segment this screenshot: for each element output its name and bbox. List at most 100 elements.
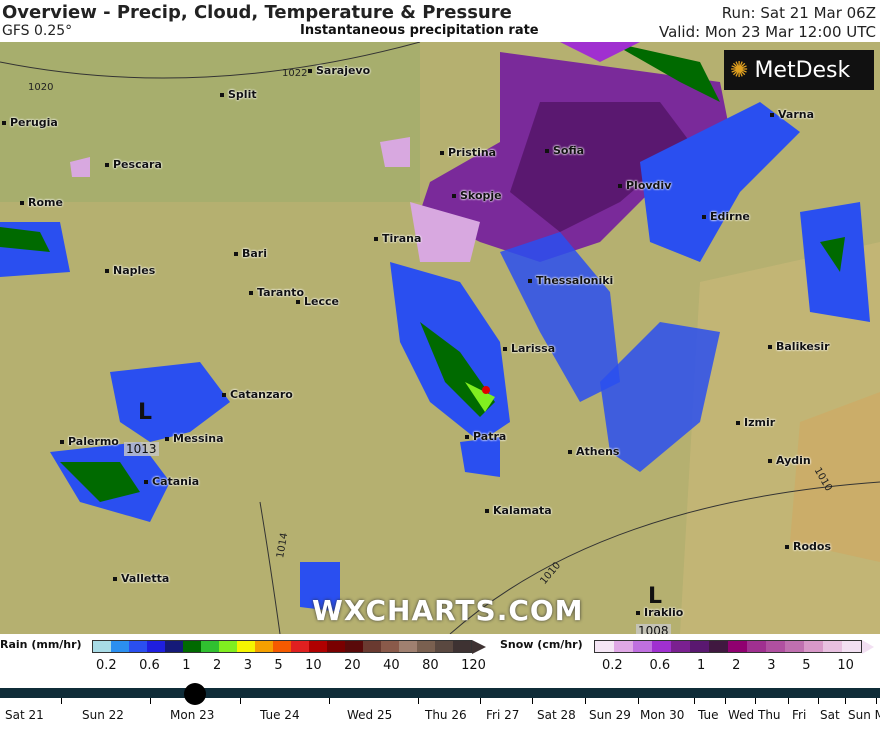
city-label: Bari	[234, 247, 267, 260]
timeline-tick	[818, 698, 819, 704]
timeline-day[interactable]: Sat 28	[537, 708, 576, 722]
valid-time: Valid: Mon 23 Mar 12:00 UTC	[658, 23, 876, 41]
timeline-tick	[240, 698, 241, 704]
colorbar-swatch	[165, 641, 183, 652]
colorbar-swatch	[709, 641, 728, 652]
page-title: Overview - Precip, Cloud, Temperature & …	[2, 2, 512, 23]
timeline-tick	[585, 698, 586, 704]
timeline-tick	[876, 698, 877, 704]
colorbar-tick: 0.6	[649, 658, 671, 673]
sunburst-icon: ✺	[730, 57, 749, 83]
low-pressure-value: 1008	[636, 624, 671, 634]
colorbar-tick: 20	[344, 658, 361, 673]
timeline-tick	[329, 698, 330, 704]
city-label: Lecce	[296, 295, 339, 308]
city-label: Messina	[165, 432, 224, 445]
city-label: Thessaloniki	[528, 274, 613, 287]
colorbar-swatch	[652, 641, 671, 652]
timeline-day[interactable]: Sun 29	[589, 708, 631, 722]
city-label: Tirana	[374, 232, 421, 245]
colorbar-swatch	[111, 641, 129, 652]
colorbar-swatch	[291, 641, 309, 652]
city-label: Izmir	[736, 416, 775, 429]
colorbar-swatch	[129, 641, 147, 652]
timeline-day[interactable]: Sun M	[848, 708, 880, 722]
colorbar-tick: 120	[461, 658, 486, 673]
timeline-day[interactable]: Tue	[698, 708, 719, 722]
timeline-day[interactable]: Fri	[792, 708, 807, 722]
colorbar-swatch	[201, 641, 219, 652]
model-name: GFS 0.25°	[2, 23, 73, 39]
colorbar-swatch	[327, 641, 345, 652]
timeline-day[interactable]: Fri 27	[486, 708, 520, 722]
timeline-day[interactable]: Wed 25	[347, 708, 393, 722]
colorbar-tick: 0.2	[96, 658, 117, 673]
colorbar-swatch	[147, 641, 165, 652]
city-label: Pristina	[440, 146, 496, 159]
colorbar-swatch	[614, 641, 633, 652]
rain-ticks: 0.2 0.6 1 2 3 5 10 20 40 80 120	[96, 658, 486, 673]
city-label: Aydin	[768, 454, 811, 467]
colorbar-swatch	[417, 641, 435, 652]
colorbar-swatch	[804, 641, 823, 652]
city-label: Catania	[144, 475, 199, 488]
colorbar-tick: 80	[422, 658, 439, 673]
colorbar-tick: 2	[732, 658, 741, 673]
colorbar-tick: 5	[274, 658, 283, 673]
city-label: Athens	[568, 445, 619, 458]
city-label: Pescara	[105, 158, 162, 171]
timeline-tick	[694, 698, 695, 704]
timeline-day[interactable]: Wed	[728, 708, 755, 722]
timeline-day[interactable]: Mon 23	[170, 708, 215, 722]
timeline-tick	[480, 698, 481, 704]
colorbar-swatch	[633, 641, 652, 652]
city-label: Larissa	[503, 342, 555, 355]
isobar-label: 1022	[282, 68, 308, 79]
city-label: Palermo	[60, 435, 119, 448]
timeline-day[interactable]: Sun 22	[82, 708, 124, 722]
colorbar-swatch	[595, 641, 614, 652]
colorbar-swatch	[823, 641, 842, 652]
timeline-day[interactable]: Thu	[758, 708, 781, 722]
colorbar-tick: 0.2	[602, 658, 623, 673]
timeline-tick	[725, 698, 726, 704]
colorbar-swatch	[766, 641, 785, 652]
timeline-day[interactable]: Tue 24	[260, 708, 300, 722]
timeline-day[interactable]: Thu 26	[425, 708, 467, 722]
timeline-tick	[638, 698, 639, 704]
colorbar-swatch	[309, 641, 327, 652]
timeline-day[interactable]: Sat	[820, 708, 840, 722]
timeline-day[interactable]: Sat 21	[5, 708, 44, 722]
timeline-slider[interactable]	[0, 688, 880, 698]
weather-map[interactable]: Sarajevo Split Perugia Pescara Rome Pris…	[0, 42, 880, 634]
precip-overlay	[0, 42, 880, 634]
colorbar-swatch	[747, 641, 766, 652]
rain-legend-label: Rain (mm/hr)	[0, 638, 82, 651]
timeline-tick	[532, 698, 533, 704]
city-label: Taranto	[249, 286, 304, 299]
timeline-handle[interactable]	[184, 683, 206, 705]
low-pressure-value: 1013	[124, 442, 159, 456]
city-label: Naples	[105, 264, 155, 277]
colorbar-swatch	[399, 641, 417, 652]
metdesk-logo: ✺ MetDesk	[724, 50, 874, 90]
colorbar-swatch	[671, 641, 690, 652]
city-label: Patra	[465, 430, 506, 443]
colorbar-tick: 1	[182, 658, 191, 673]
city-label: Balikesir	[768, 340, 830, 353]
colorbar-swatch	[183, 641, 201, 652]
timeline-day[interactable]: Mon 30	[640, 708, 685, 722]
city-label: Sarajevo	[308, 64, 370, 77]
city-label: Varna	[770, 108, 814, 121]
city-label: Sofia	[545, 144, 584, 157]
snow-ticks: 0.2 0.6 1 2 3 5 10	[602, 658, 854, 673]
colorbar-swatch	[237, 641, 255, 652]
colorbar-swatch	[219, 641, 237, 652]
city-label: Split	[220, 88, 257, 101]
low-pressure-marker: L	[648, 584, 663, 609]
isobar-label: 1020	[28, 82, 54, 93]
colorbar-swatch	[435, 641, 453, 652]
snow-colorbar-arrow-icon	[862, 640, 874, 654]
city-label: Valletta	[113, 572, 169, 585]
parameter-subtitle: Instantaneous precipitation rate	[300, 23, 539, 38]
